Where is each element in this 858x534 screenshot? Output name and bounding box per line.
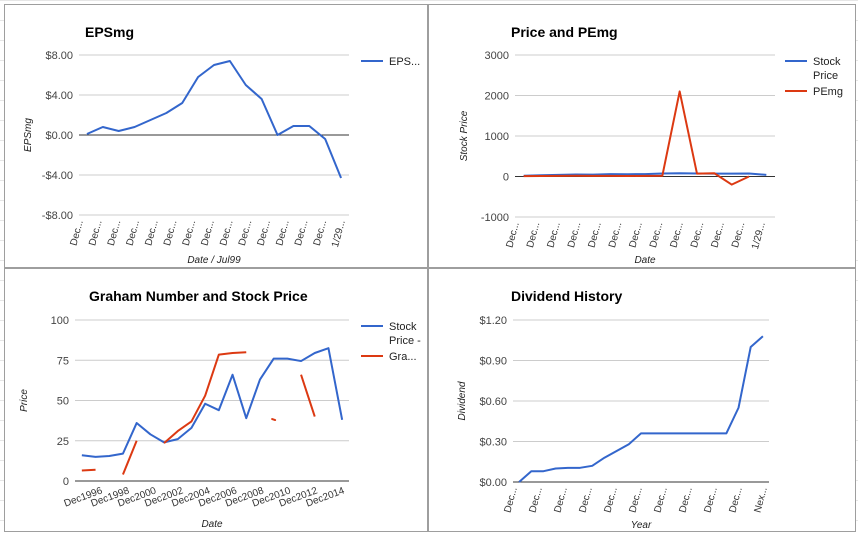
y-tick-label: $8.00 [45, 50, 73, 62]
y-axis-label: Stock Price [459, 110, 470, 161]
y-tick-label: $1.20 [479, 315, 507, 327]
y-tick-label: 100 [51, 315, 69, 327]
x-tick-label: Dec... [143, 219, 160, 247]
x-tick-label: Dec... [181, 219, 198, 247]
x-tick-label: Dec... [566, 221, 583, 249]
x-tick-label: Dec... [578, 486, 595, 514]
x-tick-label: Dec... [312, 219, 329, 247]
y-tick-label: 1000 [485, 131, 509, 143]
eps-chart: EPSmg $8.00 $4.00 $0.00 -$4.00 -$8.00 EPSmg Dec… [23, 24, 420, 266]
x-tick-label: Dec... [669, 221, 686, 249]
y-tick-label: -$8.00 [42, 210, 73, 222]
y-tick-label: -$4.00 [42, 170, 73, 182]
y-tick-label: $0.30 [479, 437, 507, 449]
x-tick-label: Dec... [628, 221, 645, 249]
dividend-chart: Dividend History $1.20 $0.90 $0.60 $0.30 $0.0… [457, 288, 770, 531]
x-tick-label: Dec... [703, 486, 720, 514]
graham-chart-panel[interactable]: Graham Number and Stock Price 100 75 50 25 0 P… [4, 268, 428, 532]
x-tick-label: Dec... [106, 219, 123, 247]
x-tick-label: Dec... [587, 221, 604, 249]
y-tick-label: $4.00 [45, 90, 73, 102]
y-tick-label: 75 [57, 355, 69, 367]
x-axis-label: Date [201, 519, 223, 530]
x-tick-label: Dec... [678, 486, 695, 514]
y-tick-label: $0.00 [479, 477, 507, 489]
x-axis-label: Year [631, 520, 652, 531]
x-tick-label: Dec... [689, 221, 706, 249]
x-tick-label: Dec... [69, 219, 86, 247]
y-tick-label: -1000 [481, 212, 509, 224]
x-tick-label: Dec... [628, 486, 645, 514]
series-point-2 [271, 418, 277, 422]
y-tick-label: 2000 [485, 91, 509, 103]
eps-chart-panel[interactable]: EPSmg $8.00 $4.00 $0.00 -$4.00 -$8.00 EPSmg Dec… [4, 4, 428, 268]
y-tick-label: 0 [63, 476, 69, 488]
legend-label-1: Stock Price - [389, 321, 421, 347]
legend-label-1: Stock Price [813, 56, 841, 82]
x-tick-label: Dec... [503, 486, 520, 514]
series-line-2 [81, 468, 96, 472]
chart-title: Price and PEmg [511, 24, 618, 40]
series-line-1 [518, 335, 764, 483]
chart-title: EPSmg [85, 24, 134, 40]
x-tick-label: Nex... [753, 486, 770, 514]
legend-label-2: PEmg [813, 86, 843, 98]
series-line-2 [163, 351, 247, 444]
series-line-2 [300, 374, 316, 417]
y-tick-label: 3000 [485, 50, 509, 62]
x-axis-label: Date [634, 255, 656, 266]
series-line-2 [122, 440, 138, 475]
x-tick-label: Dec... [87, 219, 104, 247]
legend-label-2: Gra... [389, 351, 417, 363]
x-tick-label: Dec... [256, 219, 273, 247]
x-tick-label: 1/29... [750, 221, 768, 251]
x-tick-label: Dec... [710, 221, 727, 249]
x-tick-label: Dec... [648, 221, 665, 249]
series-line-1 [523, 172, 767, 177]
x-tick-label: Dec... [274, 219, 291, 247]
x-tick-label: Dec... [200, 219, 217, 247]
x-tick-label: Dec... [528, 486, 545, 514]
dividend-chart-panel[interactable]: Dividend History $1.20 $0.90 $0.60 $0.30 $0.0… [428, 268, 856, 532]
x-axis-label: Date / Jul99 [187, 255, 241, 266]
y-axis-label: Price [19, 389, 30, 412]
y-tick-label: $0.00 [45, 130, 73, 142]
y-tick-label: 25 [57, 436, 69, 448]
y-tick-label: $0.60 [479, 396, 507, 408]
x-tick-label: Dec... [607, 221, 624, 249]
x-tick-label: Dec... [730, 221, 747, 249]
x-tick-label: Dec... [653, 486, 670, 514]
x-tick-label: Dec... [603, 486, 620, 514]
price-pe-chart-panel[interactable]: Price and PEmg 3000 2000 1000 0 -1000 Stock Pr… [428, 4, 856, 268]
x-tick-label: Dec... [162, 219, 179, 247]
x-tick-label: Dec... [505, 221, 522, 249]
x-tick-label: Dec... [293, 219, 310, 247]
y-tick-label: $0.90 [479, 356, 507, 368]
y-axis-label: EPSmg [23, 118, 34, 152]
graham-chart: Graham Number and Stock Price 100 75 50 25 0 P… [19, 288, 421, 530]
x-tick-label: Dec... [237, 219, 254, 247]
series-line-1 [81, 347, 344, 458]
x-tick-label: Dec... [546, 221, 563, 249]
y-tick-label: 50 [57, 396, 69, 408]
y-tick-label: 0 [503, 172, 509, 184]
y-axis-label: Dividend [457, 381, 468, 420]
x-tick-label: Dec... [525, 221, 542, 249]
chart-title: Graham Number and Stock Price [89, 288, 308, 304]
x-tick-label: Dec... [553, 486, 570, 514]
x-tick-label: 1/29... [330, 219, 348, 249]
series-line-2 [523, 90, 750, 186]
x-tick-label: Dec... [125, 219, 142, 247]
series-line-1 [86, 60, 342, 179]
chart-title: Dividend History [511, 288, 622, 304]
legend-label-1: EPS... [389, 56, 420, 68]
x-tick-label: Dec... [728, 486, 745, 514]
x-tick-label: Dec... [218, 219, 235, 247]
